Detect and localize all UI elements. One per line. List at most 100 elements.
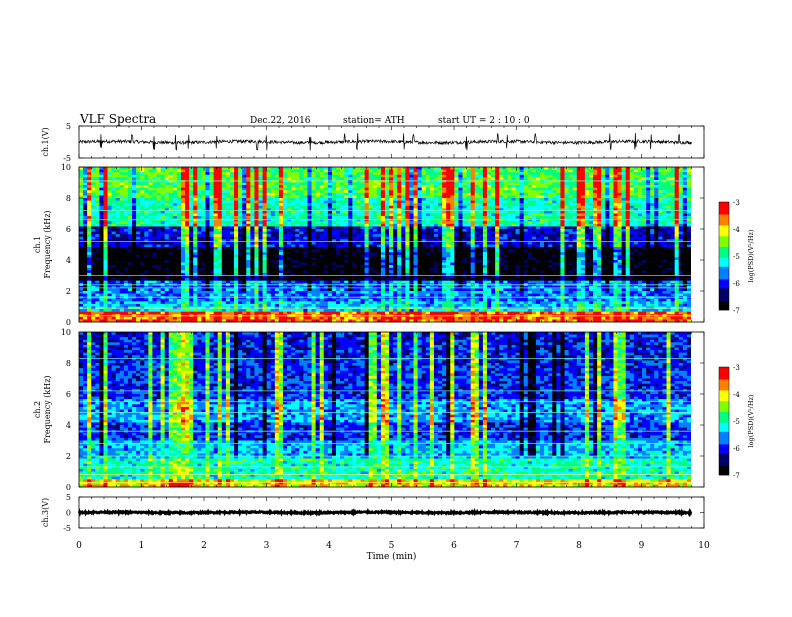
spectrogram-cell xyxy=(275,190,279,193)
spectrogram-cell xyxy=(373,247,377,250)
spectrogram-cell xyxy=(405,219,409,222)
spectrogram-cell xyxy=(295,288,299,291)
spectrogram-cell xyxy=(352,188,356,191)
spectrogram-cell xyxy=(320,245,324,248)
spectrogram-cell xyxy=(161,291,165,294)
spectrogram-cell xyxy=(103,188,107,191)
spectrogram-cell xyxy=(377,255,381,258)
spectrogram-cell xyxy=(193,195,197,198)
spectrogram-cell xyxy=(165,211,169,214)
spectrogram-cell xyxy=(226,304,230,307)
spectrogram-cell xyxy=(267,170,271,173)
spectrogram-cell xyxy=(320,232,324,235)
spectrogram-cell xyxy=(369,242,373,245)
spectrogram-cell xyxy=(140,188,144,191)
spectrogram-cell xyxy=(328,175,332,178)
spectrogram-cell xyxy=(369,190,373,193)
spectrogram-cell xyxy=(340,252,344,255)
spectrogram-cell xyxy=(401,190,405,193)
spectrogram-cell xyxy=(136,193,140,196)
spectrogram-cell xyxy=(356,221,360,224)
spectrogram-cell xyxy=(124,301,128,304)
spectrogram-cell xyxy=(401,180,405,183)
spectrogram-cell xyxy=(116,294,120,297)
spectrogram-cell xyxy=(103,296,107,299)
spectrogram-cell xyxy=(177,263,181,266)
spectrogram-cell xyxy=(124,229,128,232)
spectrogram-cell xyxy=(385,304,389,307)
spectrogram-cell xyxy=(365,203,369,206)
spectrogram-cell xyxy=(271,198,275,201)
spectrogram-cell xyxy=(295,270,299,273)
spectrogram-cell xyxy=(271,288,275,291)
spectrogram-cell xyxy=(95,247,99,250)
spectrogram-cell xyxy=(99,229,103,232)
spectrogram-cell xyxy=(356,301,360,304)
spectrogram-cell xyxy=(108,170,112,173)
spectrogram-cell xyxy=(103,195,107,198)
spectrogram-cell xyxy=(91,226,95,229)
spectrogram-cell xyxy=(320,211,324,214)
spectrogram-cell xyxy=(79,229,83,232)
spectrogram-cell xyxy=(193,278,197,281)
spectrogram-cell xyxy=(254,255,258,258)
spectrogram-cell xyxy=(201,265,205,268)
spectrogram-cell xyxy=(332,185,336,188)
spectrogram-cell xyxy=(165,281,169,284)
spectrogram-cell xyxy=(295,180,299,183)
spectrogram-cell xyxy=(144,296,148,299)
spectrogram-cell xyxy=(112,257,116,260)
spectrogram-cell xyxy=(254,278,258,281)
spectrogram-cell xyxy=(99,206,103,209)
spectrogram-cell xyxy=(356,224,360,227)
spectrogram-cell xyxy=(238,263,242,266)
spectrogram-cell xyxy=(287,214,291,217)
spectrogram-cell xyxy=(332,188,336,191)
spectrogram-cell xyxy=(246,296,250,299)
spectrogram-cell xyxy=(83,198,87,201)
spectrogram-cell xyxy=(324,188,328,191)
spectrogram-cell xyxy=(91,188,95,191)
spectrogram-cell xyxy=(405,180,409,183)
spectrogram-cell xyxy=(242,245,246,248)
spectrogram-cell xyxy=(254,180,258,183)
spectrogram-cell xyxy=(356,206,360,209)
spectrogram-cell xyxy=(381,312,385,315)
spectrogram-cell xyxy=(169,232,173,235)
spectrogram-cell xyxy=(303,255,307,258)
spectrogram-cell xyxy=(409,177,413,180)
spectrogram-cell xyxy=(385,257,389,260)
spectrogram-cell xyxy=(303,195,307,198)
spectrogram-cell xyxy=(373,201,377,204)
spectrogram-cell xyxy=(222,188,226,191)
spectrogram-cell xyxy=(177,190,181,193)
spectrogram-cell xyxy=(99,232,103,235)
spectrogram-cell xyxy=(165,252,169,255)
spectrogram-cell xyxy=(320,206,324,209)
spectrogram-cell xyxy=(181,226,185,229)
spectrogram-cell xyxy=(356,278,360,281)
spectrogram-cell xyxy=(365,190,369,193)
spectrogram-cell xyxy=(328,167,332,170)
spectrogram-cell xyxy=(385,193,389,196)
spectrogram-cell xyxy=(173,299,177,302)
spectrogram-cell xyxy=(95,276,99,279)
spectrogram-cell xyxy=(324,268,328,271)
spectrogram-cell xyxy=(259,203,263,206)
spectrogram-cell xyxy=(222,281,226,284)
spectrogram-cell xyxy=(214,260,218,263)
spectrogram-cell xyxy=(242,198,246,201)
spectrogram-cell xyxy=(197,250,201,253)
spectrogram-cell xyxy=(189,206,193,209)
spectrogram-cell xyxy=(112,268,116,271)
spectrogram-cell xyxy=(210,294,214,297)
spectrogram-cell xyxy=(312,193,316,196)
spectrogram-cell xyxy=(316,265,320,268)
spectrogram-cell xyxy=(389,268,393,271)
spectrogram-cell xyxy=(189,211,193,214)
spectrogram-cell xyxy=(263,203,267,206)
spectrogram-cell xyxy=(99,195,103,198)
spectrogram-cell xyxy=(152,237,156,240)
spectrogram-cell xyxy=(218,232,222,235)
spectrogram-cell xyxy=(161,255,165,258)
